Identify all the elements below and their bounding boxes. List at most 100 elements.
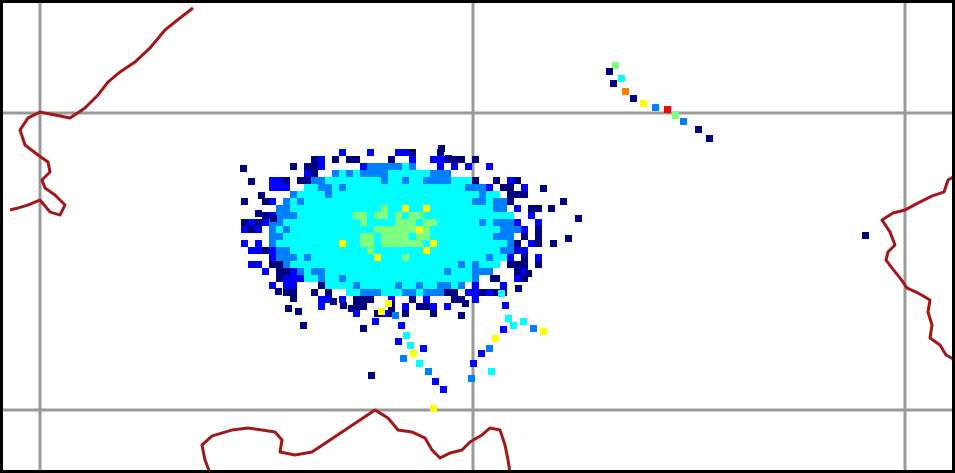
intensity-pixel: [248, 261, 255, 268]
intensity-pixel: [297, 254, 304, 261]
intensity-pixel: [437, 205, 444, 212]
intensity-pixel: [381, 205, 388, 212]
intensity-pixel: [388, 289, 395, 296]
intensity-pixel: [353, 268, 360, 275]
intensity-pixel: [311, 177, 318, 184]
intensity-pixel: [395, 177, 402, 184]
intensity-pixel: [311, 198, 318, 205]
intensity-pixel: [290, 254, 297, 261]
intensity-pixel: [444, 233, 451, 240]
intensity-pixel: [381, 240, 388, 247]
plume-pixel: [385, 300, 392, 307]
intensity-pixel: [360, 170, 367, 177]
intensity-pixel: [318, 226, 325, 233]
intensity-pixel: [402, 205, 409, 212]
intensity-pixel: [276, 268, 283, 275]
intensity-pixel: [479, 247, 486, 254]
intensity-pixel: [367, 289, 374, 296]
intensity-pixel: [437, 261, 444, 268]
intensity-pixel: [353, 261, 360, 268]
trail-pixel: [612, 62, 619, 69]
intensity-pixel: [332, 275, 339, 282]
intensity-pixel: [423, 289, 430, 296]
intensity-pixel: [430, 205, 437, 212]
intensity-pixel: [318, 254, 325, 261]
intensity-pixel: [514, 275, 521, 282]
intensity-pixel: [381, 212, 388, 219]
intensity-pixel: [444, 247, 451, 254]
intensity-pixel: [318, 219, 325, 226]
plume-pixel: [372, 318, 379, 325]
intensity-pixel: [304, 191, 311, 198]
intensity-pixel: [276, 226, 283, 233]
intensity-pixel: [472, 289, 479, 296]
intensity-pixel: [374, 275, 381, 282]
intensity-pixel: [311, 254, 318, 261]
plume-pixel: [398, 322, 405, 329]
intensity-pixel: [430, 191, 437, 198]
intensity-pixel: [472, 219, 479, 226]
intensity-pixel: [402, 247, 409, 254]
intensity-pixel: [402, 198, 409, 205]
intensity-pixel: [297, 212, 304, 219]
intensity-pixel: [465, 233, 472, 240]
intensity-pixel: [486, 184, 493, 191]
intensity-pixel: [437, 198, 444, 205]
intensity-pixel: [409, 191, 416, 198]
intensity-pixel: [486, 212, 493, 219]
intensity-pixel: [381, 233, 388, 240]
intensity-pixel: [381, 184, 388, 191]
intensity-pixel: [304, 247, 311, 254]
intensity-pixel: [304, 240, 311, 247]
intensity-pixel: [395, 268, 402, 275]
plume-pixel: [492, 335, 499, 342]
intensity-pixel: [402, 303, 409, 310]
intensity-pixel: [458, 268, 465, 275]
intensity-pixel: [346, 219, 353, 226]
intensity-pixel: [451, 219, 458, 226]
plume-pixel: [502, 302, 509, 309]
intensity-pixel: [395, 198, 402, 205]
plume-pixel: [395, 338, 402, 345]
intensity-pixel: [346, 205, 353, 212]
intensity-pixel: [339, 282, 346, 289]
scatter-pixel: [525, 270, 532, 277]
plume-pixel: [400, 355, 407, 362]
intensity-pixel: [423, 233, 430, 240]
intensity-pixel: [304, 226, 311, 233]
intensity-pixel: [402, 233, 409, 240]
intensity-pixel: [283, 219, 290, 226]
intensity-pixel: [451, 282, 458, 289]
plume-pixel: [470, 360, 477, 367]
intensity-pixel: [500, 184, 507, 191]
intensity-pixel: [381, 177, 388, 184]
plume-pixel: [403, 332, 410, 339]
intensity-pixel: [276, 184, 283, 191]
intensity-pixel: [318, 198, 325, 205]
scatter-pixel: [462, 300, 469, 307]
intensity-pixel: [367, 247, 374, 254]
intensity-pixel: [339, 233, 346, 240]
intensity-pixel: [374, 240, 381, 247]
intensity-pixel: [479, 198, 486, 205]
intensity-pixel: [493, 212, 500, 219]
intensity-pixel: [374, 177, 381, 184]
intensity-pixel: [472, 212, 479, 219]
intensity-pixel: [311, 226, 318, 233]
intensity-pixel: [430, 226, 437, 233]
intensity-pixel: [262, 198, 269, 205]
intensity-pixel: [493, 191, 500, 198]
intensity-pixel: [500, 233, 507, 240]
intensity-pixel: [269, 184, 276, 191]
intensity-pixel: [423, 275, 430, 282]
intensity-pixel: [451, 226, 458, 233]
intensity-pixel: [395, 289, 402, 296]
intensity-pixel: [444, 212, 451, 219]
intensity-pixel: [465, 247, 472, 254]
intensity-pixel: [444, 254, 451, 261]
intensity-pixel: [332, 261, 339, 268]
intensity-pixel: [402, 310, 409, 317]
intensity-pixel: [388, 268, 395, 275]
intensity-pixel: [367, 226, 374, 233]
intensity-pixel: [444, 275, 451, 282]
